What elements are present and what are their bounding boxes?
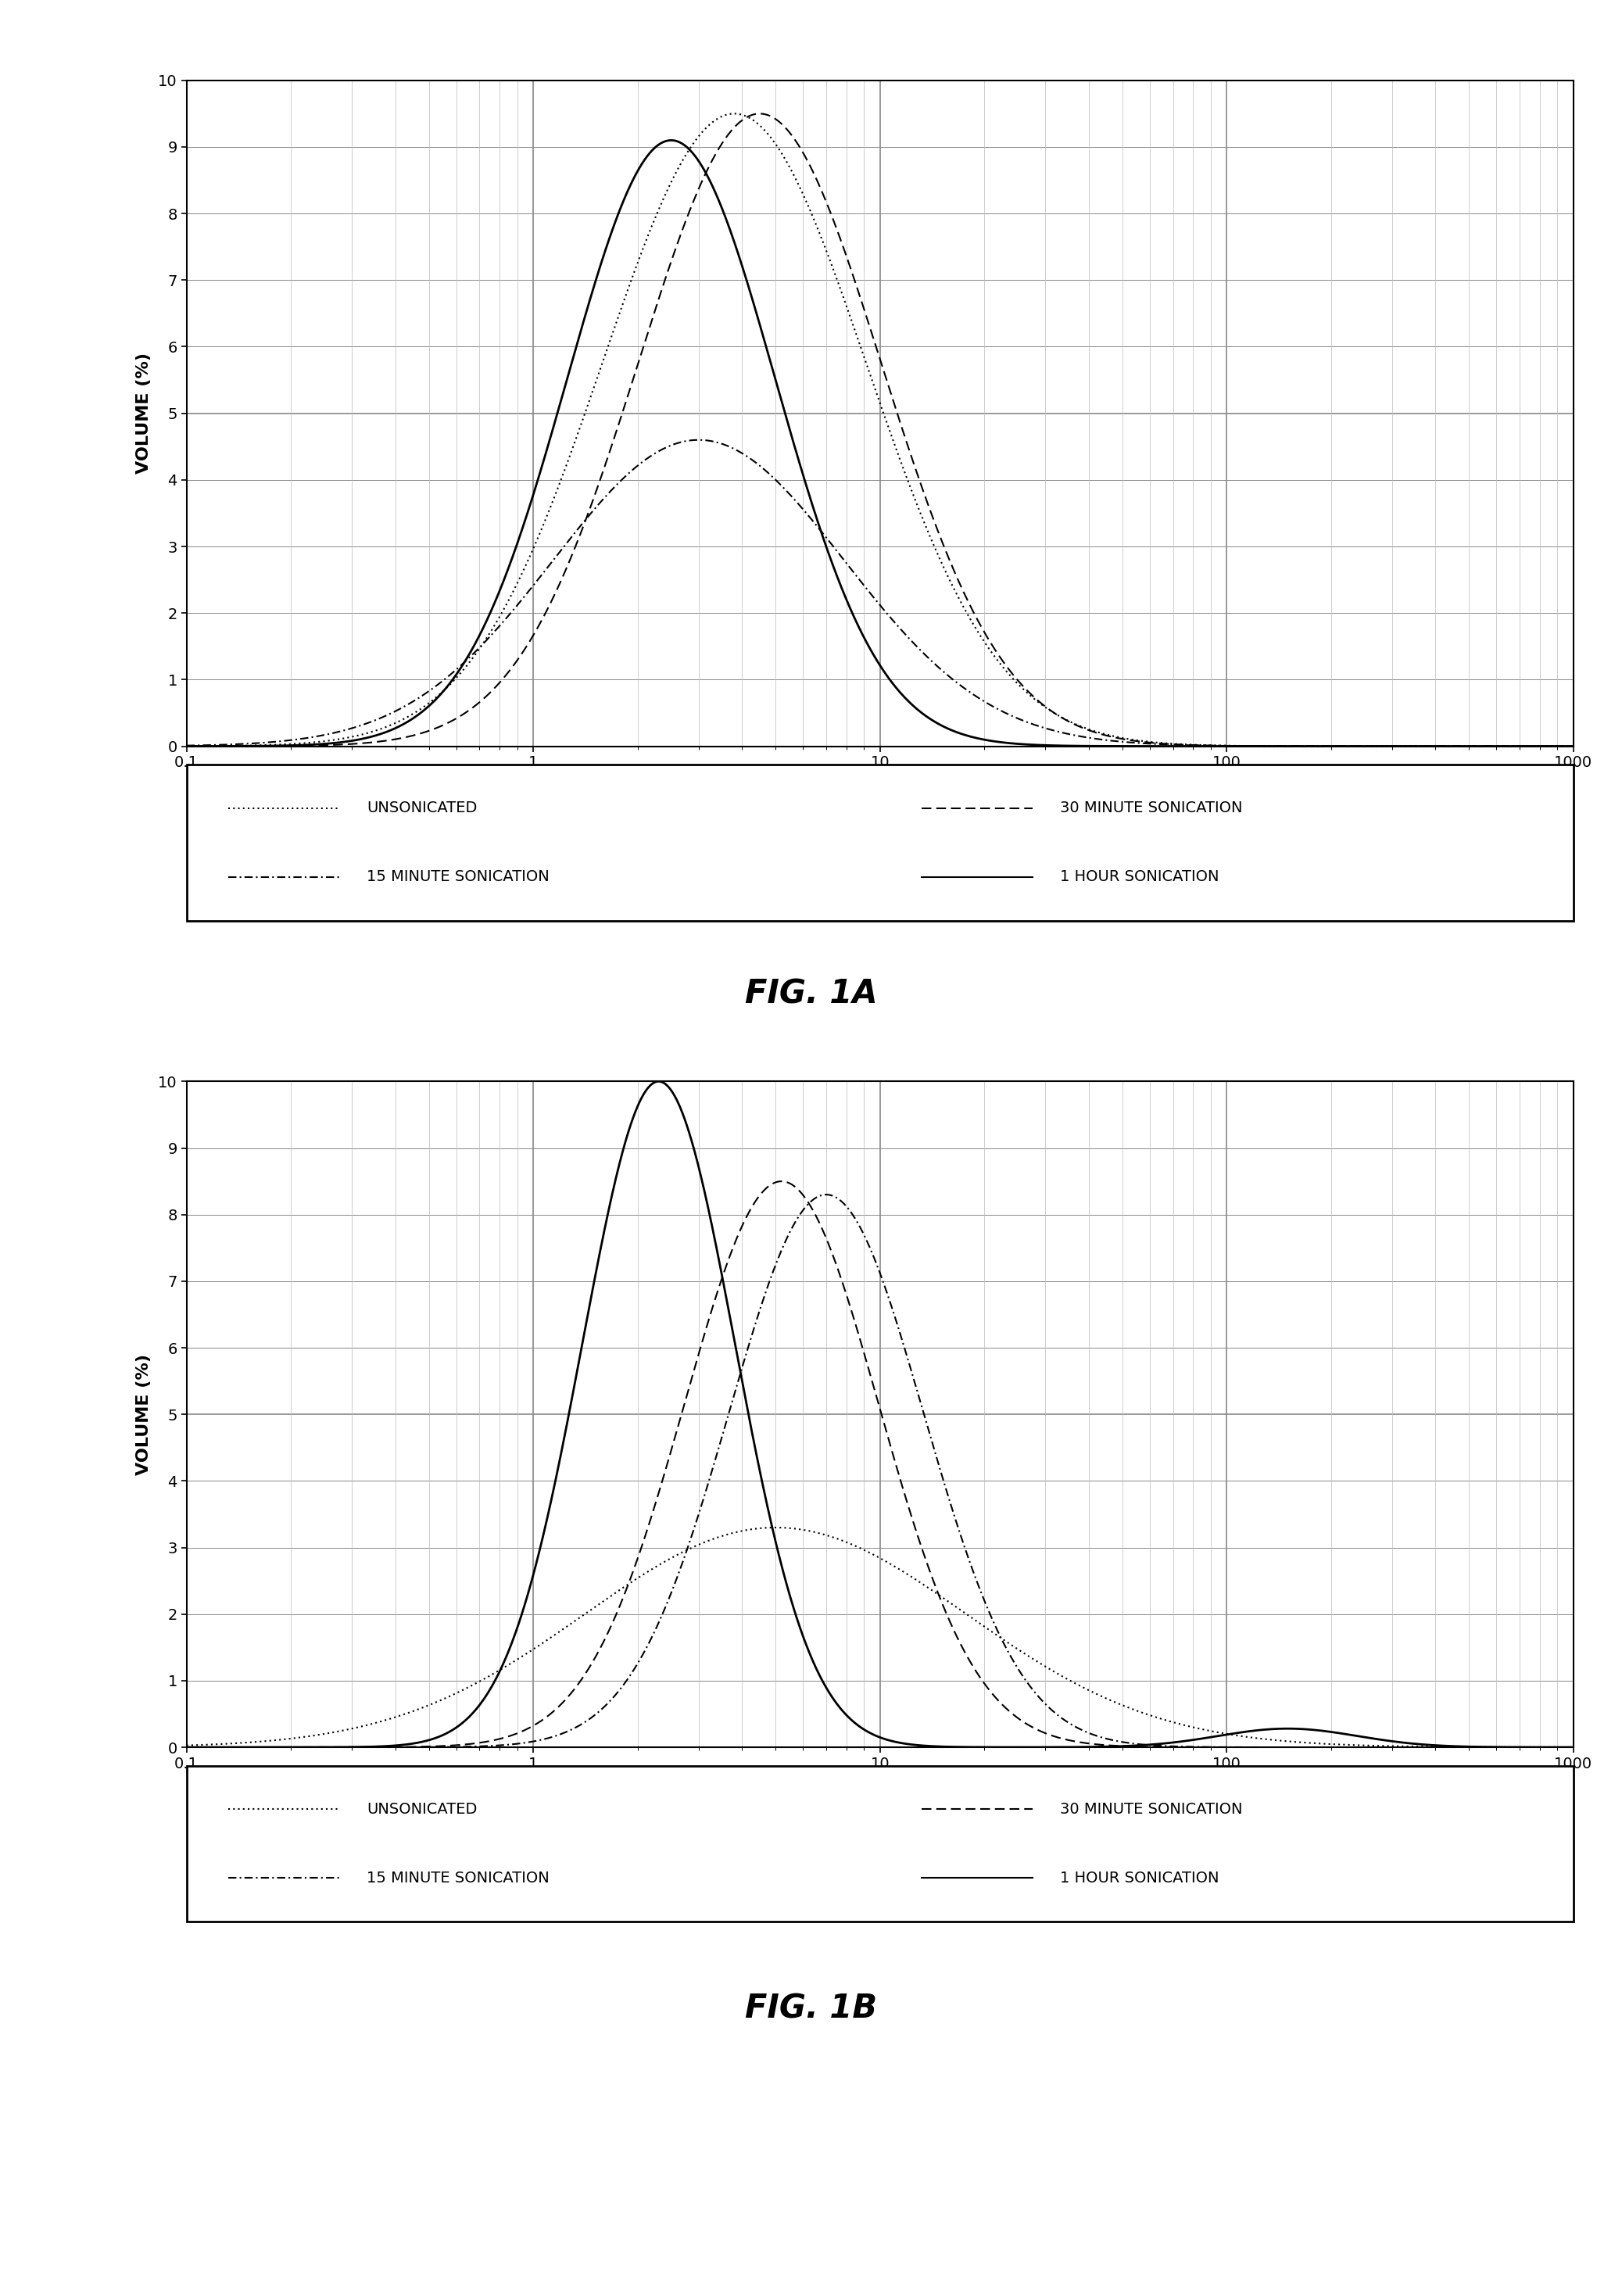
X-axis label: PARTICLE SIZE (μm): PARTICLE SIZE (μm) (783, 1777, 976, 1793)
Text: 1 HOUR SONICATION: 1 HOUR SONICATION (1061, 870, 1220, 884)
Text: UNSONICATED: UNSONICATED (367, 801, 477, 815)
Text: 15 MINUTE SONICATION: 15 MINUTE SONICATION (367, 870, 550, 884)
Text: 1 HOUR SONICATION: 1 HOUR SONICATION (1061, 1871, 1220, 1885)
Y-axis label: VOLUME (%): VOLUME (%) (136, 354, 151, 473)
Text: 30 MINUTE SONICATION: 30 MINUTE SONICATION (1061, 801, 1242, 815)
Text: UNSONICATED: UNSONICATED (367, 1802, 477, 1816)
Text: FIG. 1B: FIG. 1B (744, 1993, 878, 2025)
Y-axis label: VOLUME (%): VOLUME (%) (136, 1355, 151, 1474)
Text: FIG. 1A: FIG. 1A (744, 978, 878, 1010)
Text: 15 MINUTE SONICATION: 15 MINUTE SONICATION (367, 1871, 550, 1885)
X-axis label: PARTICLE SIZE (μm): PARTICLE SIZE (μm) (783, 776, 976, 792)
Text: 30 MINUTE SONICATION: 30 MINUTE SONICATION (1061, 1802, 1242, 1816)
